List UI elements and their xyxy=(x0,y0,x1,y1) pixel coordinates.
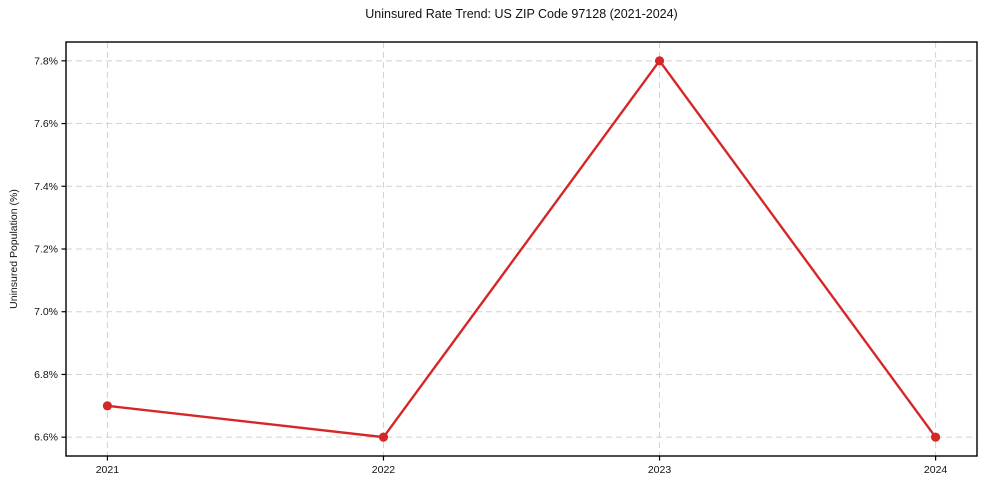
y-tick-label: 7.6% xyxy=(34,118,58,130)
y-tick-label: 7.8% xyxy=(34,55,58,67)
y-tick-label: 6.8% xyxy=(34,369,58,381)
x-tick-label: 2022 xyxy=(372,464,396,476)
y-tick-label: 7.0% xyxy=(34,306,58,318)
data-point-marker xyxy=(102,401,113,411)
y-tick-label: 7.4% xyxy=(34,181,58,193)
data-point-marker xyxy=(378,432,389,442)
trend-line xyxy=(106,59,937,439)
x-tick-label: 2021 xyxy=(96,464,120,476)
axes-border xyxy=(65,41,978,457)
x-tick-label: 2023 xyxy=(648,464,672,476)
chart-title: Uninsured Rate Trend: US ZIP Code 97128 … xyxy=(365,7,678,21)
x-tick-label: 2024 xyxy=(924,464,948,476)
data-point-marker xyxy=(930,432,941,442)
y-tick-label: 7.2% xyxy=(34,244,58,256)
data-point-marker xyxy=(654,56,665,66)
y-tick-label: 6.6% xyxy=(34,432,58,444)
